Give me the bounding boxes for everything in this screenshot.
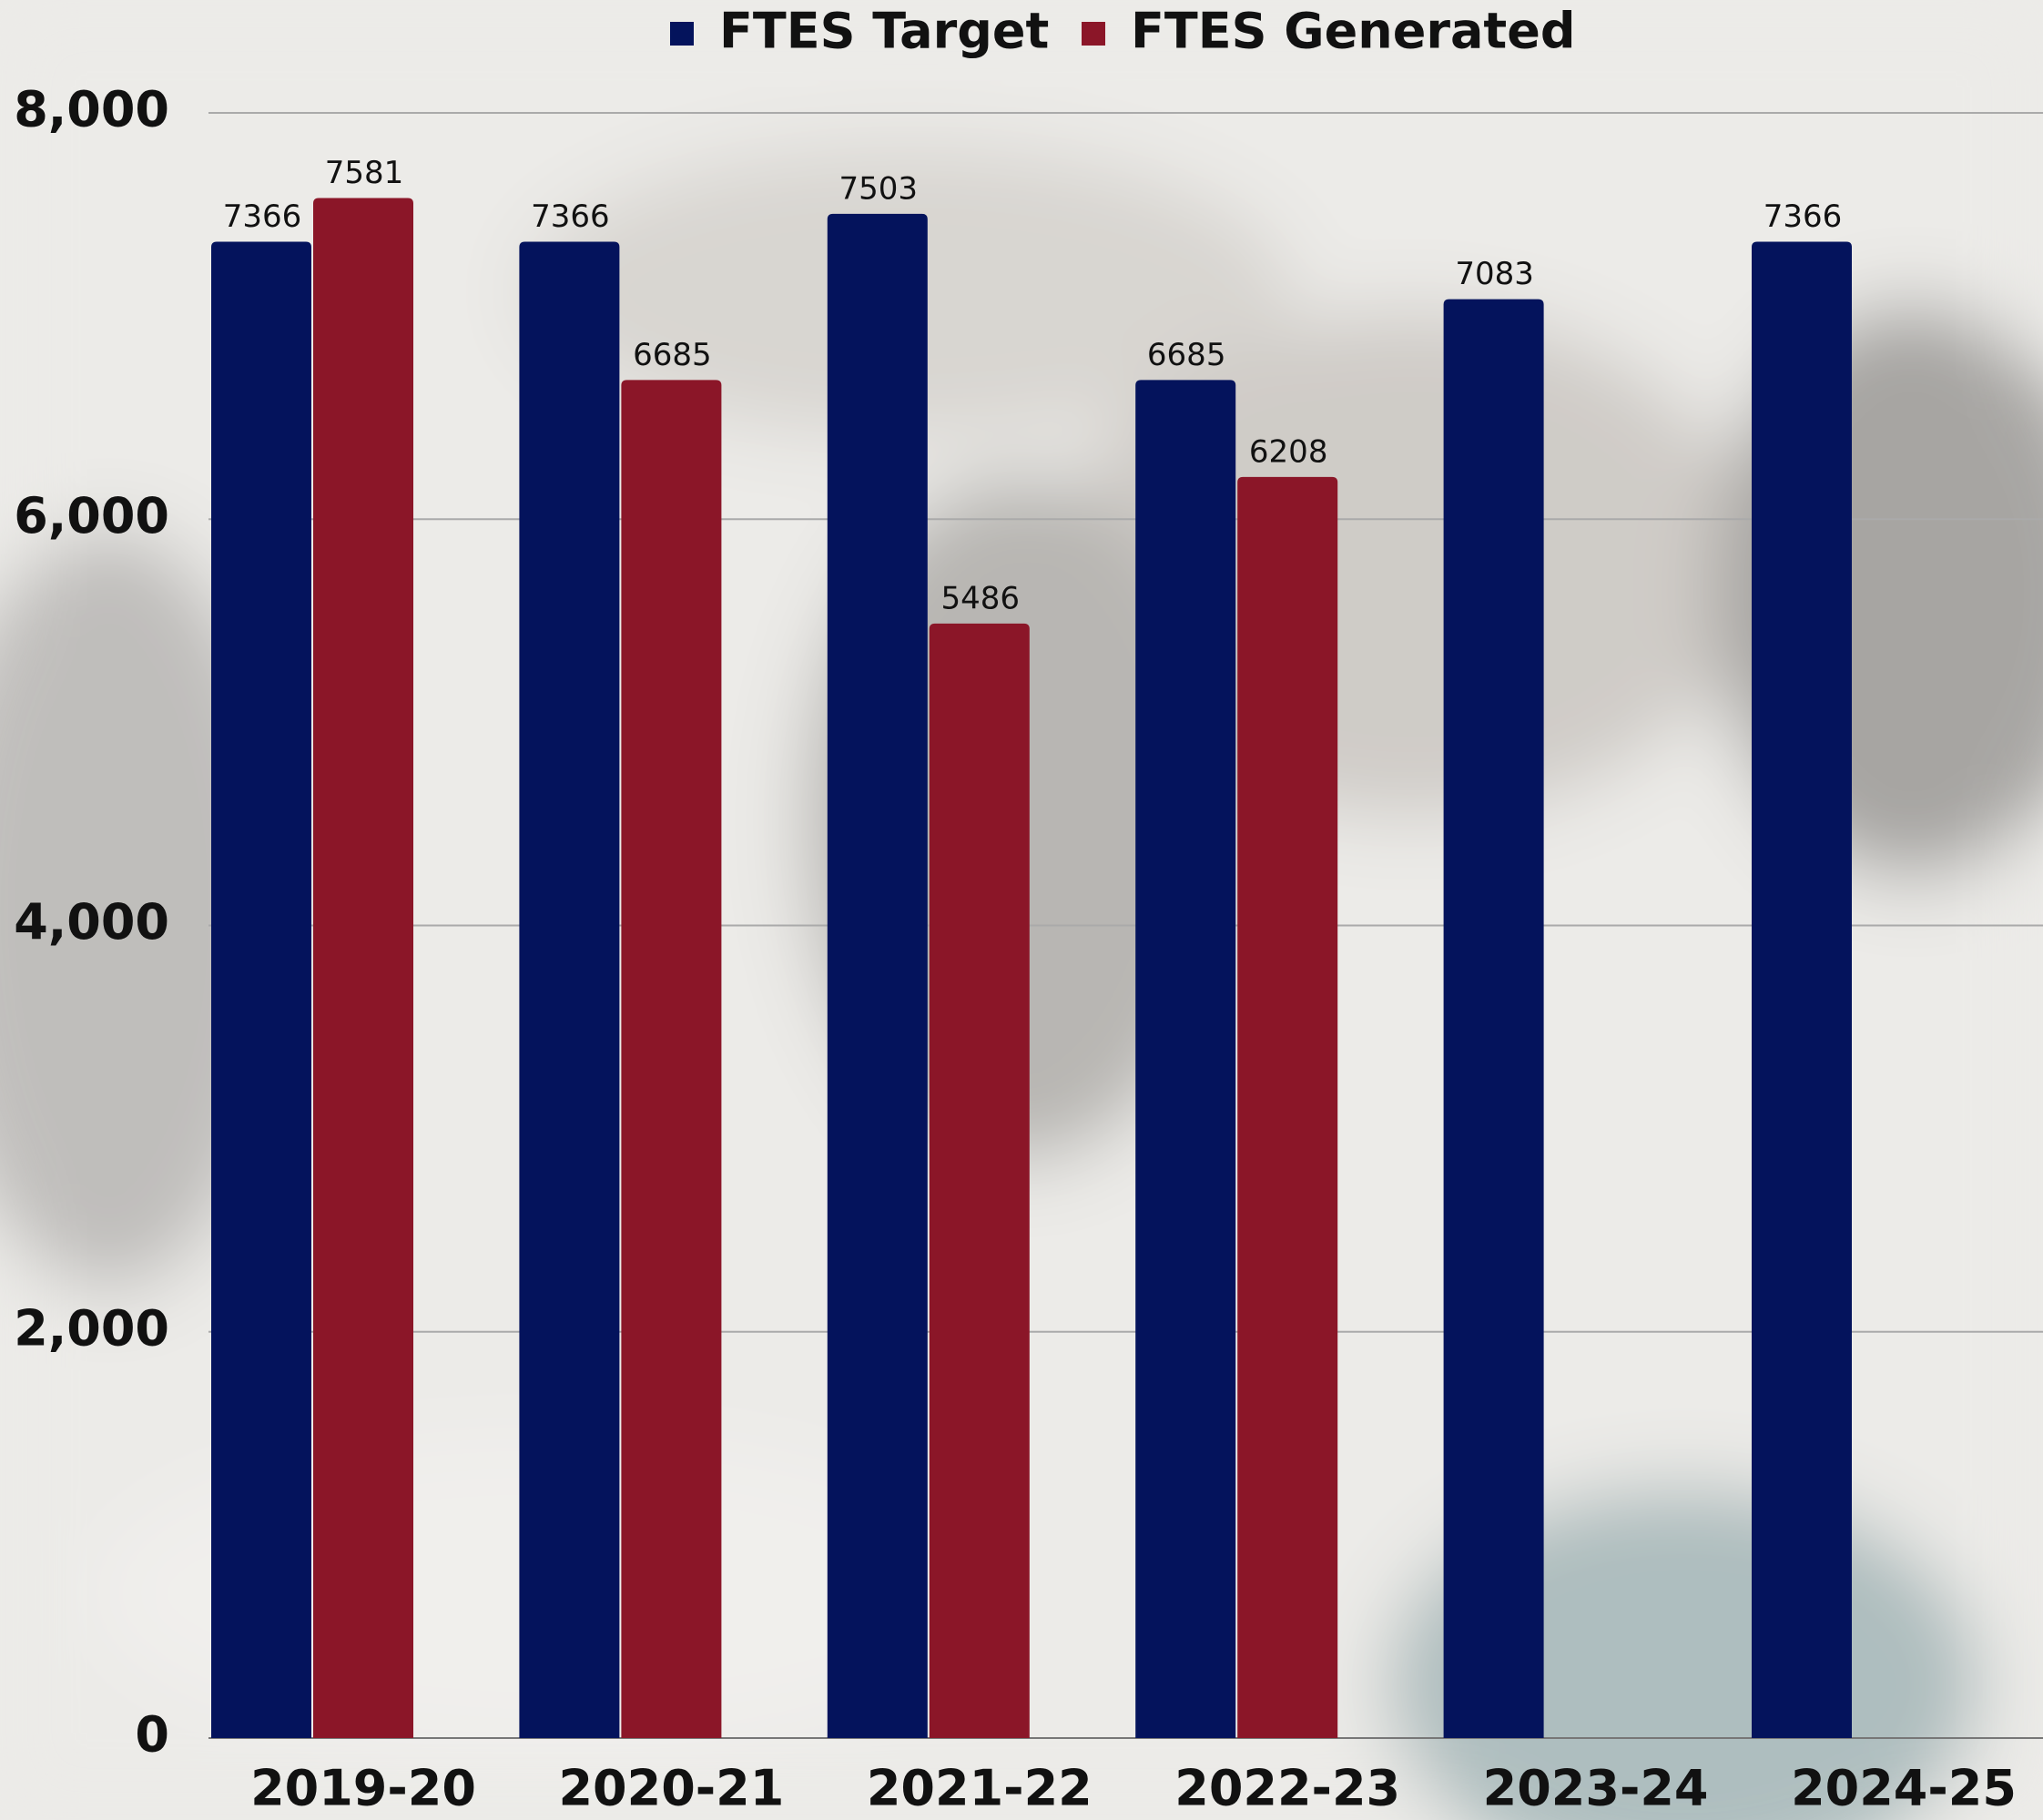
value-label: 7366 (531, 198, 610, 235)
y-tick-label: 2,000 (14, 1299, 169, 1357)
legend-label: FTES Generated (1131, 3, 1575, 60)
value-label: 7366 (223, 198, 302, 235)
bar (211, 241, 311, 1739)
value-label: 5486 (941, 580, 1021, 616)
y-tick-label: 4,000 (14, 893, 169, 951)
labels: 0 2,000 4,000 6,000 8,000 2019-20 7366 7581 2020… (14, 3, 2017, 1817)
bar (929, 623, 1030, 1738)
x-tick-label: 2022-23 (1174, 1760, 1400, 1817)
value-label: 6685 (1147, 337, 1226, 373)
bar (621, 380, 722, 1738)
x-tick-label: 2020-21 (558, 1760, 784, 1817)
legend-label: FTES Target (719, 3, 1049, 60)
bar (1443, 299, 1544, 1739)
value-label: 7083 (1455, 256, 1534, 292)
legend-swatch (1082, 22, 1105, 46)
legend-swatch (670, 22, 694, 46)
bar (1237, 476, 1338, 1738)
value-label: 7503 (839, 170, 919, 207)
bar (519, 241, 620, 1739)
x-tick-label: 2021-22 (867, 1760, 1093, 1817)
bar (313, 198, 413, 1738)
y-tick-label: 6,000 (14, 487, 169, 544)
value-label: 6208 (1249, 433, 1328, 470)
bar (827, 213, 928, 1739)
bar (1752, 241, 1852, 1739)
x-tick-label: 2024-25 (1791, 1760, 2017, 1817)
value-label: 7581 (325, 155, 404, 191)
x-tick-label: 2019-20 (250, 1760, 476, 1817)
y-tick-label: 0 (135, 1706, 169, 1764)
y-tick-label: 8,000 (14, 81, 169, 138)
value-label: 7366 (1763, 198, 1843, 235)
bars (211, 198, 1852, 1739)
bar (1135, 380, 1236, 1738)
grid (208, 112, 2043, 1739)
x-tick-label: 2023-24 (1483, 1760, 1709, 1817)
value-label: 6685 (633, 337, 712, 373)
